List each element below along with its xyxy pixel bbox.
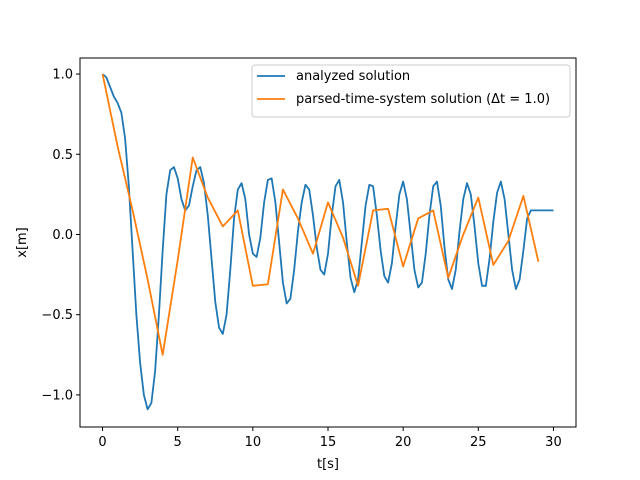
legend-label-analyzed: analyzed solution [296,69,410,84]
x-axis-label: t[s] [317,457,339,472]
legend: analyzed solution parsed-time-system sol… [251,64,571,118]
x-tick-label: 20 [395,435,412,450]
legend-label-parsed: parsed-time-system solution (Δt = 1.0) [296,92,550,107]
x-tick-label: 10 [245,435,262,450]
series-line-parsed [101,73,540,356]
x-tick-label: 5 [174,435,182,450]
y-tick-label: −1.0 [41,388,73,403]
y-tick-label: 0.5 [52,148,73,163]
x-tick-label: 0 [98,435,106,450]
y-tick-label: 0.0 [52,228,73,243]
legend-box [251,64,571,118]
series-layer [101,73,554,411]
ticks-layer: 0 5 10 15 20 25 30 −1.0 −0.5 0.0 0.5 1.0 [41,68,561,450]
x-tick-label: 30 [545,435,562,450]
x-tick-label: 25 [470,435,487,450]
y-axis-label: x[m] [15,227,30,258]
y-tick-label: 1.0 [52,68,73,83]
series-line-analyzed [101,73,554,411]
y-tick-label: −0.5 [41,308,73,323]
x-tick-label: 15 [320,435,337,450]
